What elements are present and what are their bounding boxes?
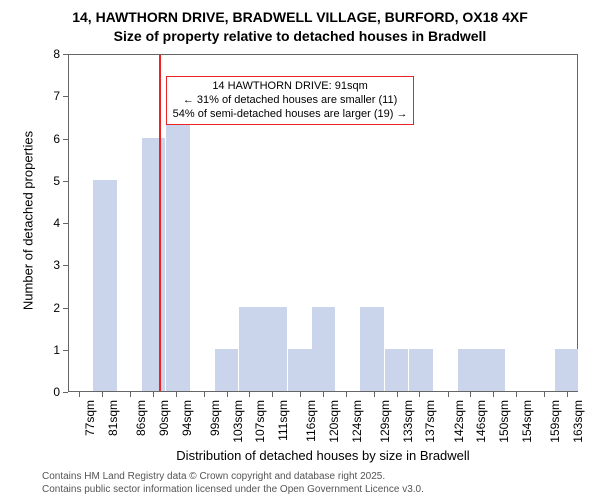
histogram-bar [555, 349, 579, 391]
y-tick-label: 8 [53, 47, 60, 61]
annotation-line3: 54% of semi-detached houses are larger (… [173, 108, 408, 122]
histogram-bar [93, 180, 117, 391]
x-tick-label: 103sqm [231, 400, 245, 443]
x-tick-label: 86sqm [134, 400, 148, 436]
y-tick-label: 4 [53, 216, 60, 230]
histogram-bar [215, 349, 239, 391]
footer-line2: Contains public sector information licen… [42, 484, 424, 497]
x-tick-label: 129sqm [378, 400, 392, 443]
x-tick-label: 81sqm [106, 400, 120, 436]
annotation-box: 14 HAWTHORN DRIVE: 91sqm ← 31% of detach… [166, 76, 415, 125]
chart-footer: Contains HM Land Registry data © Crown c… [42, 471, 424, 496]
x-tick-label: 90sqm [157, 400, 171, 436]
x-tick-label: 163sqm [571, 400, 585, 443]
histogram-bar [360, 307, 384, 392]
x-tick-label: 154sqm [520, 400, 534, 443]
x-tick-label: 77sqm [83, 400, 97, 436]
histogram-bar [385, 349, 409, 391]
y-tick-label: 6 [53, 132, 60, 146]
annotation-line1: 14 HAWTHORN DRIVE: 91sqm [173, 80, 408, 94]
y-tick-label: 3 [53, 258, 60, 272]
x-tick-label: 142sqm [452, 400, 466, 443]
x-tick-label: 111sqm [276, 400, 290, 441]
x-tick-label: 137sqm [423, 400, 437, 443]
x-tick-label: 146sqm [474, 400, 488, 443]
y-tick-label: 7 [53, 89, 60, 103]
histogram-bar [312, 307, 335, 392]
y-tick-label: 1 [53, 343, 60, 357]
x-tick-label: 120sqm [327, 400, 341, 443]
annotation-line2: ← 31% of detached houses are smaller (11… [173, 94, 408, 108]
histogram-bar [409, 349, 433, 391]
histogram-bar [288, 349, 312, 391]
histogram-bar [458, 349, 482, 391]
x-tick-label: 116sqm [304, 400, 318, 442]
histogram-chart: 14, HAWTHORN DRIVE, BRADWELL VILLAGE, BU… [0, 0, 600, 500]
y-tick-label: 2 [53, 301, 60, 315]
histogram-bar [142, 138, 165, 392]
histogram-bar [482, 349, 505, 391]
x-tick-label: 124sqm [350, 400, 364, 443]
property-marker-line [159, 55, 161, 391]
x-tick-label: 150sqm [497, 400, 511, 443]
histogram-bar [239, 307, 263, 392]
y-tick-label: 0 [53, 385, 60, 399]
y-axis-label: Number of detached properties [21, 121, 36, 321]
x-tick-label: 94sqm [180, 400, 194, 436]
x-axis-label: Distribution of detached houses by size … [68, 448, 578, 463]
x-tick-label: 99sqm [208, 400, 222, 436]
chart-title-line1: 14, HAWTHORN DRIVE, BRADWELL VILLAGE, BU… [0, 8, 600, 26]
plot-area: 14 HAWTHORN DRIVE: 91sqm ← 31% of detach… [68, 54, 578, 392]
x-tick-label: 159sqm [548, 400, 562, 443]
x-tick-label: 133sqm [401, 400, 415, 443]
footer-line1: Contains HM Land Registry data © Crown c… [42, 471, 424, 484]
chart-title-line2: Size of property relative to detached ho… [0, 28, 600, 44]
histogram-bar [263, 307, 287, 392]
x-tick-label: 107sqm [253, 400, 267, 443]
histogram-bar [166, 95, 190, 391]
y-tick-label: 5 [53, 174, 60, 188]
